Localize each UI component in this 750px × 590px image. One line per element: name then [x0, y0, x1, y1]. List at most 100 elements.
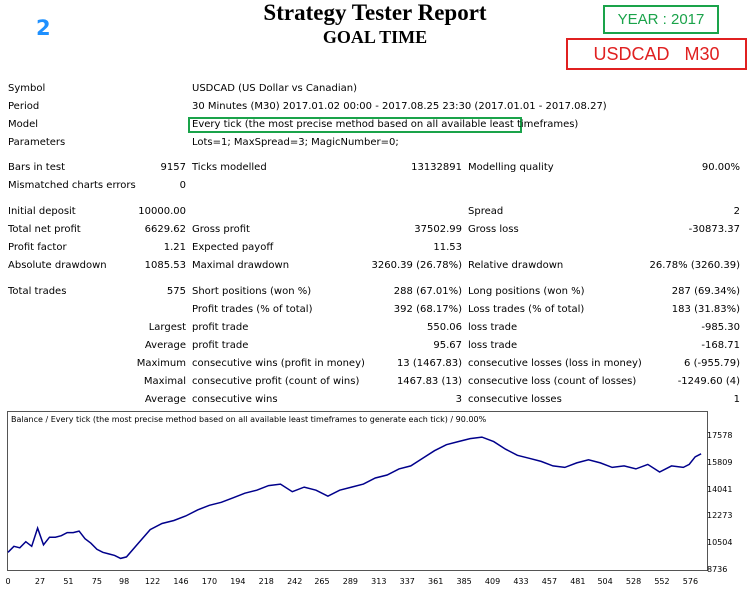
symbol-value: USDCAD (US Dollar vs Canadian) [192, 83, 357, 94]
net-profit-label: Total net profit [8, 224, 81, 235]
average-profit-label: profit trade [192, 340, 249, 351]
maximal-consecutive-loss-label: consecutive loss (count of losses) [468, 376, 637, 387]
gross-profit-label: Gross profit [192, 224, 250, 235]
balance-line [7, 436, 702, 560]
avg-consecutive-losses-value: 1 [733, 394, 740, 405]
balance-chart-frame [7, 411, 708, 571]
long-positions-value: 287 (69.34%) [671, 286, 740, 297]
absolute-drawdown-label: Absolute drawdown [8, 260, 107, 271]
report-subtitle: GOAL TIME [322, 27, 428, 47]
x-tick-label: 504 [597, 577, 613, 586]
mismatch-label: Mismatched charts errors [8, 180, 136, 191]
bars-label: Bars in test [8, 162, 65, 173]
spread-label: Spread [468, 206, 504, 217]
absolute-drawdown-value: 1085.53 [144, 260, 186, 271]
parameters-label: Parameters [8, 137, 66, 148]
profit-factor-value: 1.21 [163, 242, 186, 253]
expected-payoff-label: Expected payoff [192, 242, 274, 253]
short-positions-value: 288 (67.01%) [393, 286, 462, 297]
x-tick-label: 170 [201, 577, 218, 586]
symbol-label: Symbol [8, 83, 46, 94]
y-tick-label: 12273 [707, 511, 733, 521]
loss-trades-label: Loss trades (% of total) [468, 304, 585, 315]
max-consecutive-losses-value: 6 (-955.79) [684, 358, 740, 369]
x-tick-label: 528 [625, 577, 642, 586]
y-tick-label: 15809 [707, 457, 733, 467]
x-tick-label: 51 [63, 577, 74, 586]
x-tick-label: 337 [399, 577, 415, 586]
x-tick-label: 289 [342, 577, 359, 586]
ticks-value: 13132891 [411, 162, 462, 173]
average-label: Average [144, 340, 186, 351]
profit-factor-label: Profit factor [8, 242, 67, 253]
largest-profit-value: 550.06 [427, 322, 462, 333]
x-tick-label: 576 [682, 577, 699, 586]
average-profit-value: 95.67 [433, 340, 462, 351]
chart-title: Balance / Every tick (the most precise m… [11, 415, 487, 424]
profit-trades-label: Profit trades (% of total) [192, 304, 313, 315]
ticks-label: Ticks modelled [192, 162, 267, 173]
avg-consecutive-wins-label: consecutive wins [192, 394, 278, 405]
gross-loss-label: Gross loss [468, 224, 519, 235]
gross-profit-value: 37502.99 [414, 224, 462, 235]
maximal-drawdown-label: Maximal drawdown [192, 260, 290, 271]
x-tick-label: 265 [314, 577, 330, 586]
x-tick-label: 27 [34, 577, 46, 586]
x-tick-label: 122 [144, 577, 161, 586]
avg-consecutive-wins-value: 3 [455, 394, 462, 405]
x-tick-label: 75 [91, 577, 102, 586]
y-tick-label: 10504 [707, 538, 733, 548]
average-consecutive-label: Average [144, 394, 186, 405]
year-badge: YEAR : 2017 [603, 5, 719, 34]
deposit-value: 10000.00 [138, 206, 186, 217]
period-label: Period [8, 101, 40, 112]
x-tick-label: 385 [456, 577, 472, 586]
x-tick-label: 457 [541, 577, 558, 586]
x-tick-label: 0 [5, 577, 11, 586]
report-title: Strategy Tester Report [263, 0, 487, 25]
maximal-drawdown-value: 3260.39 (26.78%) [371, 260, 462, 271]
y-tick-label: 8736 [707, 565, 728, 574]
relative-drawdown-label: Relative drawdown [468, 260, 564, 271]
x-tick-label: 313 [371, 577, 387, 586]
model-highlight-box [188, 117, 522, 133]
max-consecutive-wins-value: 13 (1467.83) [396, 358, 462, 369]
x-tick-label: 552 [654, 577, 670, 586]
bars-value: 9157 [160, 162, 186, 173]
page-number: 2 [36, 16, 51, 40]
model-value: Every tick (the most precise method base… [192, 119, 579, 130]
maximal-consecutive-profit-label: consecutive profit (count of wins) [192, 376, 360, 387]
expected-payoff-value: 11.53 [433, 242, 462, 253]
total-trades-value: 575 [166, 286, 186, 297]
model-label: Model [8, 119, 39, 130]
largest-label: Largest [148, 322, 186, 333]
maximum-label: Maximum [136, 358, 186, 369]
maximal-label: Maximal [143, 376, 186, 387]
mismatch-value: 0 [179, 180, 186, 191]
profit-trades-value: 392 (68.17%) [393, 304, 462, 315]
x-tick-label: 194 [230, 577, 246, 586]
avg-consecutive-losses-label: consecutive losses [468, 394, 562, 405]
y-tick-label: 14041 [707, 484, 733, 494]
x-tick-label: 218 [258, 577, 274, 586]
relative-drawdown-value: 26.78% (3260.39) [649, 260, 740, 271]
x-tick-label: 433 [513, 577, 529, 586]
max-consecutive-wins-label: consecutive wins (profit in money) [192, 358, 365, 369]
largest-loss-value: -985.30 [701, 322, 740, 333]
net-profit-value: 6629.62 [144, 224, 186, 235]
x-tick-label: 481 [570, 577, 586, 586]
loss-trades-value: 183 (31.83%) [671, 304, 740, 315]
y-tick-label: 17578 [707, 430, 733, 440]
period-value: 30 Minutes (M30) 2017.01.02 00:00 - 2017… [192, 101, 607, 112]
total-trades-label: Total trades [8, 286, 67, 297]
largest-loss-label: loss trade [468, 322, 518, 333]
gross-loss-value: -30873.37 [688, 224, 740, 235]
max-consecutive-losses-label: consecutive losses (loss in money) [468, 358, 642, 369]
x-tick-label: 98 [119, 577, 130, 586]
deposit-label: Initial deposit [8, 206, 76, 217]
x-tick-label: 146 [173, 577, 189, 586]
short-positions-label: Short positions (won %) [192, 286, 312, 297]
x-tick-label: 409 [484, 577, 501, 586]
maximal-consecutive-loss-value: -1249.60 (4) [677, 376, 740, 387]
